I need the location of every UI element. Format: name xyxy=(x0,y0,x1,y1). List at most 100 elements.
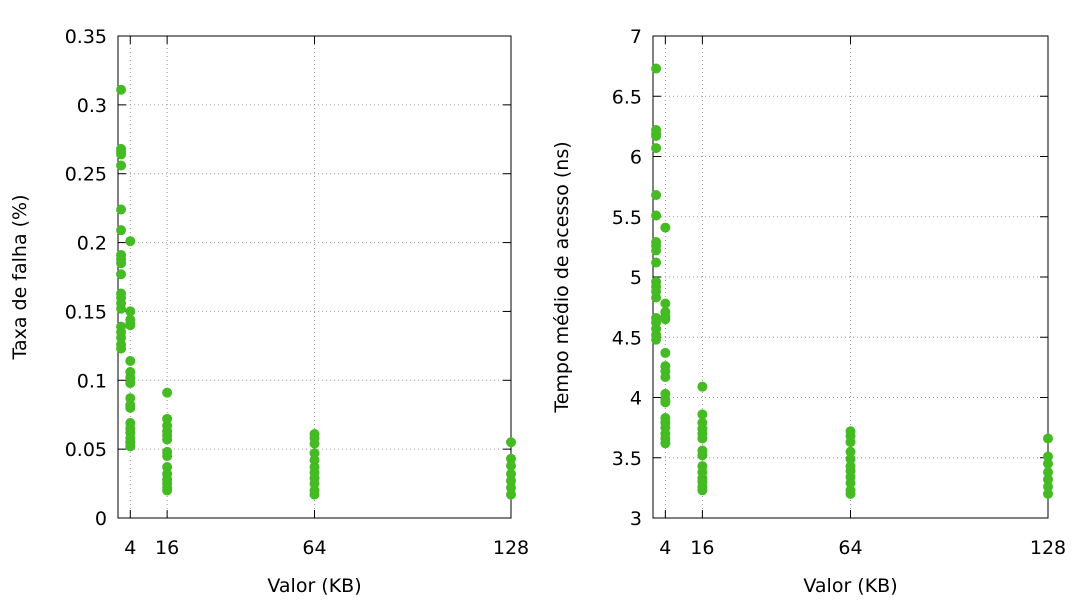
x-tick-label: 128 xyxy=(493,537,529,559)
data-point xyxy=(125,236,136,247)
data-point xyxy=(162,462,173,473)
data-point xyxy=(660,372,671,383)
data-point xyxy=(162,413,173,424)
data-point xyxy=(660,314,671,325)
data-point xyxy=(651,63,662,74)
data-point xyxy=(116,303,127,314)
data-point xyxy=(1043,481,1053,492)
data-point xyxy=(116,258,127,269)
y-tick-label: 4 xyxy=(630,388,642,410)
data-point xyxy=(697,450,708,461)
data-point xyxy=(309,478,320,489)
data-point xyxy=(660,298,671,309)
x-tick-label: 128 xyxy=(1030,537,1066,559)
data-point xyxy=(125,320,136,331)
data-point xyxy=(660,397,671,408)
data-point xyxy=(651,131,662,142)
data-point xyxy=(660,347,671,358)
miss-rate-chart: 0 0.05 0.1 0.15 0.2 0.25 0.3 0.35 4 16 64 128 Valor … xyxy=(9,26,529,597)
data-point xyxy=(309,448,320,459)
data-point xyxy=(845,488,856,499)
data-point xyxy=(651,210,662,221)
data-point xyxy=(845,446,856,457)
data-point xyxy=(309,489,320,500)
x-tick-label: 16 xyxy=(155,537,179,559)
data-point xyxy=(116,225,127,236)
y-tick-label: 3.5 xyxy=(612,448,642,470)
x-axis-title: Valor (KB) xyxy=(803,575,897,597)
y-tick-label: 5.5 xyxy=(612,207,642,229)
data-point xyxy=(116,84,127,95)
x-tick-label: 64 xyxy=(302,537,326,559)
data-point xyxy=(697,381,708,392)
data-point xyxy=(845,437,856,448)
data-point xyxy=(506,482,516,493)
y-tick-label: 5 xyxy=(630,267,642,289)
data-point xyxy=(506,453,516,464)
data-point xyxy=(1043,488,1053,499)
data-point xyxy=(309,438,320,449)
y-tick-label: 0 xyxy=(95,508,107,530)
data-point xyxy=(506,437,516,448)
x-axis-title: Valor (KB) xyxy=(267,575,361,597)
x-tick-label: 64 xyxy=(838,537,862,559)
y-tick-label: 0.15 xyxy=(65,301,107,323)
data-point xyxy=(125,441,136,452)
data-point xyxy=(1043,451,1053,462)
data-point xyxy=(697,409,708,420)
data-point xyxy=(506,489,516,500)
y-axis-title: Tempo médio de acesso (ns) xyxy=(551,141,573,413)
y-tick-label: 4.5 xyxy=(612,327,642,349)
y-tick-label: 0.1 xyxy=(77,370,107,392)
data-point xyxy=(506,475,516,486)
data-point xyxy=(125,306,136,317)
data-point xyxy=(162,451,173,462)
y-tick-label: 0.2 xyxy=(77,233,107,255)
data-point xyxy=(162,485,173,496)
data-point xyxy=(162,387,173,398)
y-tick-label: 0.3 xyxy=(77,95,107,117)
data-point xyxy=(125,356,136,367)
data-point xyxy=(116,204,127,215)
data-point xyxy=(660,222,671,233)
data-point xyxy=(116,343,127,354)
data-point xyxy=(651,245,662,256)
data-point xyxy=(651,257,662,268)
data-point xyxy=(506,460,516,471)
x-tick-label: 4 xyxy=(659,537,671,559)
data-point xyxy=(1043,474,1053,485)
data-point xyxy=(697,485,708,496)
x-tick-label: 4 xyxy=(124,537,136,559)
data-point xyxy=(651,292,662,303)
data-point xyxy=(125,393,136,404)
y-tick-label: 3 xyxy=(630,508,642,530)
y-tick-label: 6.5 xyxy=(612,86,642,108)
y-tick-label: 6 xyxy=(630,147,642,169)
y-tick-label: 0.35 xyxy=(65,26,107,48)
access-time-chart: 3 3.5 4 4.5 5 5.5 6 6.5 7 4 16 64 128 Valor (KB) Tempo… xyxy=(551,26,1066,597)
x-tick-label: 16 xyxy=(690,537,714,559)
y-tick-label: 0.25 xyxy=(65,164,107,186)
data-point xyxy=(116,332,127,343)
data-point xyxy=(506,468,516,479)
data-point xyxy=(651,143,662,154)
data-point xyxy=(1043,458,1053,469)
data-point xyxy=(845,478,856,489)
y-tick-label: 7 xyxy=(630,26,642,48)
data-point xyxy=(651,334,662,345)
data-point xyxy=(660,438,671,449)
y-axis-title: Taxa de falha (%) xyxy=(9,194,31,360)
data-point xyxy=(162,434,173,445)
data-point xyxy=(116,269,127,280)
data-point xyxy=(1043,433,1053,444)
data-point xyxy=(1043,467,1053,478)
data-point xyxy=(116,149,127,160)
data-point xyxy=(651,190,662,201)
data-point xyxy=(125,402,136,413)
data-point xyxy=(697,433,708,444)
y-tick-label: 0.05 xyxy=(65,439,107,461)
data-point xyxy=(845,453,856,464)
data-point xyxy=(116,160,127,171)
data-point xyxy=(125,378,136,389)
